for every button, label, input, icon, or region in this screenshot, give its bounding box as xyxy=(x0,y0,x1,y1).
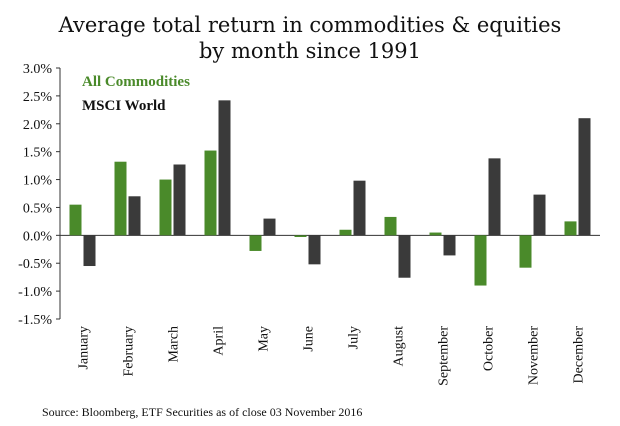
legend-all-commodities: All Commodities xyxy=(82,74,190,90)
commodities-bar-may xyxy=(249,235,262,251)
msci-world-bar-february xyxy=(128,196,141,236)
commodities-bar-november xyxy=(519,235,532,268)
commodities-bar-february xyxy=(114,161,127,236)
msci-world-bar-january xyxy=(83,235,96,267)
y-tick-label: 3.0% xyxy=(23,62,53,77)
x-category-label-january: January xyxy=(77,326,92,370)
msci-world-bar-march xyxy=(173,164,186,236)
y-tick-label: -0.5% xyxy=(18,257,52,272)
y-tick-label: 1.0% xyxy=(23,174,53,189)
msci-world-bar-april xyxy=(218,100,231,236)
commodities-bar-june xyxy=(294,235,307,238)
x-category-label-september: September xyxy=(437,326,452,386)
chart-title-line-1: Average total return in commodities & eq… xyxy=(58,13,562,37)
chart-title-line-2: by month since 1991 xyxy=(199,39,421,63)
bars xyxy=(69,100,591,286)
y-axis: 3.0% 2.5% 2.0% 1.5% 1.0% 0.5% 0.0% -0.5% -1.0% -1… xyxy=(18,62,600,328)
commodities-bar-september xyxy=(429,232,442,236)
msci-world-bar-september xyxy=(443,235,456,256)
msci-world-bar-july xyxy=(353,180,366,236)
commodities-bar-july xyxy=(339,229,352,236)
commodities-bar-march xyxy=(159,179,172,236)
y-tick-label: 2.0% xyxy=(23,118,53,133)
x-category-label-december: December xyxy=(572,326,587,384)
x-category-label-february: February xyxy=(122,326,137,377)
y-tick-label: 0.5% xyxy=(23,201,53,216)
msci-world-bar-may xyxy=(263,218,276,236)
y-tick-label: 1.5% xyxy=(23,146,53,161)
x-category-label-august: August xyxy=(392,326,407,367)
y-tick-label: 0.0% xyxy=(23,229,53,244)
commodities-bar-december xyxy=(564,221,577,236)
msci-world-bar-june xyxy=(308,235,321,265)
msci-world-bar-december xyxy=(578,118,591,236)
msci-world-bar-october xyxy=(488,158,501,236)
msci-world-bar-november xyxy=(533,194,546,236)
x-category-label-june: June xyxy=(302,326,317,352)
x-category-label-april: April xyxy=(212,326,227,356)
commodities-bar-august xyxy=(384,216,397,236)
y-tick-label: -1.0% xyxy=(18,285,52,300)
commodities-bar-april xyxy=(204,150,217,236)
x-category-label-november: November xyxy=(527,326,542,385)
msci-world-bar-august xyxy=(398,235,411,278)
y-tick-label: -1.5% xyxy=(18,313,52,328)
x-category-label-july: July xyxy=(347,326,362,349)
legend-msci-world: MSCI World xyxy=(82,98,166,114)
y-tick-label: 2.5% xyxy=(23,90,53,105)
source-note: Source: Bloomberg, ETF Securities as of … xyxy=(42,405,362,419)
x-axis-labels: January February March April May June July Augu… xyxy=(77,326,587,386)
x-category-label-may: May xyxy=(257,326,272,352)
legend: All Commodities MSCI World xyxy=(82,74,190,114)
x-category-label-october: October xyxy=(482,326,497,371)
commodities-bar-january xyxy=(69,204,82,236)
commodities-bar-october xyxy=(474,235,487,286)
x-category-label-march: March xyxy=(167,326,182,363)
